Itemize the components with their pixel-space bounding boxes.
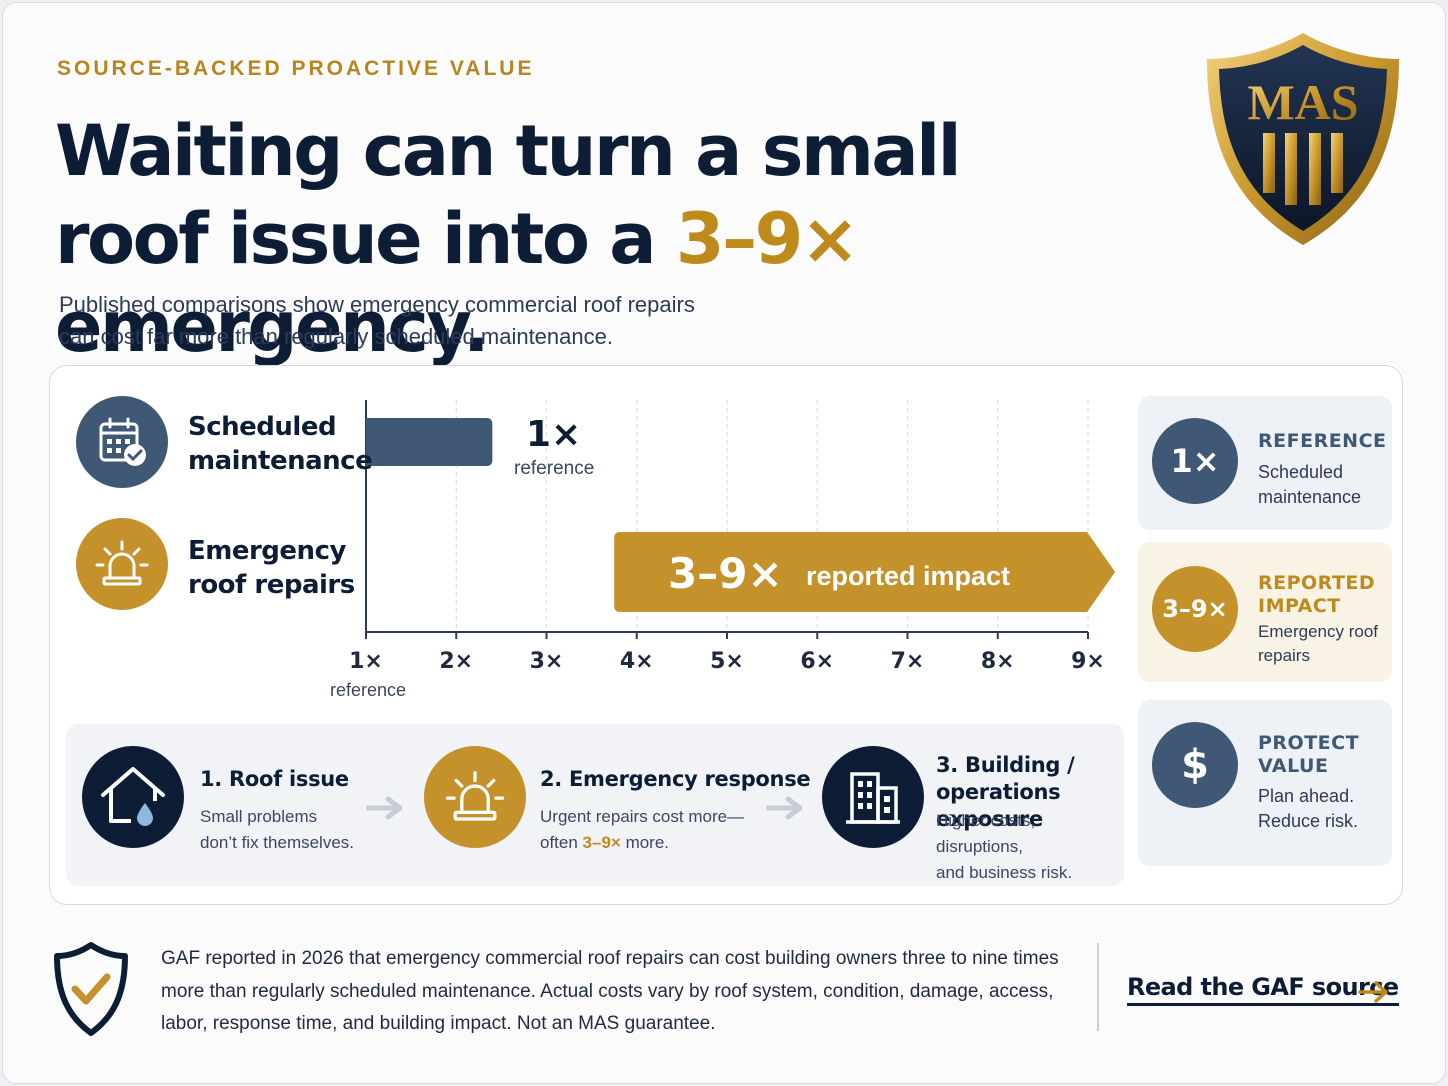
headline-line2-end: emergency. <box>55 286 490 368</box>
category-label-scheduled: Scheduled maintenance <box>188 412 373 476</box>
arrow-right-icon[interactable] <box>1357 977 1391 1007</box>
subhead-line2: can cost far more than regularly schedul… <box>59 324 613 349</box>
headline-line2-start: roof issue into a <box>55 198 676 280</box>
logo-text: MAS <box>1247 74 1358 130</box>
house-leak-icon <box>101 767 165 826</box>
read-gaf-source-link[interactable]: Read the GAF source <box>1127 973 1399 1006</box>
step-text-2: Urgent repairs cost more— often 3–9× more… <box>540 807 745 852</box>
bar-value-label: 1× <box>526 414 581 455</box>
x-tick-label: 9× <box>1071 649 1105 674</box>
footer-divider <box>1097 943 1099 1031</box>
arrow-right-icon <box>766 796 803 820</box>
bar-sub-label: reported impact <box>806 561 1010 591</box>
headline-line1: Waiting can turn a small <box>55 110 962 192</box>
side-card-impact: 3–9× REPORTED IMPACT Emergency roof repair… <box>1138 542 1392 682</box>
side-card-protect: $ PROTECT VALUE Plan ahead. Reduce risk. <box>1138 700 1392 866</box>
side-card-reference: 1× REFERENCE Scheduled maintenance <box>1138 396 1392 530</box>
building-icon <box>846 772 900 824</box>
side-title-protect: PROTECT VALUE <box>1258 732 1360 777</box>
category-label-emergency: Emergency roof repairs <box>188 536 355 600</box>
bar-scheduled <box>366 418 493 466</box>
x-tick-label: 8× <box>981 649 1015 674</box>
x-tick-label: 3× <box>530 649 564 674</box>
bar-emergency <box>614 532 1116 612</box>
step-icon-roof <box>82 746 184 848</box>
step-text-1: Small problems don’t fix themselves. <box>200 807 355 852</box>
arrow-right-icon <box>366 796 403 820</box>
side-text-protect: Plan ahead. Reduce risk. <box>1258 786 1359 831</box>
headline: Waiting can turn a small roof issue into… <box>55 107 1175 371</box>
footer-disclaimer: GAF reported in 2026 that emergency comm… <box>161 948 1059 1034</box>
chart-card: 1× reference 2× 3× 4× 5× 6× 7× 8× 9× 1× reference 3–… <box>49 365 1403 905</box>
x-tick-label: 7× <box>891 649 925 674</box>
x-tick-label: 5× <box>710 649 744 674</box>
subhead-line1: Published comparisons show emergency com… <box>59 292 695 317</box>
process-strip: 1. Roof issue Small problems don’t fix th… <box>66 724 1124 886</box>
step-title-2: 2. Emergency response <box>540 767 811 791</box>
bar-sub-label: reference <box>514 458 594 479</box>
step-title-3: 3. Building / operations exposure <box>936 753 1075 831</box>
bar-chart: 1× reference 2× 3× 4× 5× 6× 7× 8× 9× 1× reference 3–… <box>330 400 1116 700</box>
mas-logo: MAS <box>1207 33 1399 245</box>
siren-icon <box>95 540 149 586</box>
x-tick-label: 1× <box>349 649 383 674</box>
step-icon-response <box>424 746 526 848</box>
x-tick-label: 6× <box>800 649 834 674</box>
side-text-reference: Scheduled maintenance <box>1258 462 1362 507</box>
side-circle-protect: $ <box>1152 722 1238 808</box>
dollar-icon: $ <box>1181 742 1209 788</box>
shield-check-icon <box>54 942 128 1036</box>
x-tick-label: 2× <box>439 649 473 674</box>
bar-value-label: 3–9× <box>668 549 783 598</box>
step-text-3: Higher costs, disruptions, and business r… <box>936 811 1073 882</box>
x-tick-label: 4× <box>620 649 654 674</box>
headline-accent: 3–9× <box>675 198 860 280</box>
side-text-impact: Emergency roof repairs <box>1258 622 1378 665</box>
step-icon-building <box>822 746 924 848</box>
x-tick-sublabel: reference <box>330 680 406 700</box>
side-circle-impact: 3–9× <box>1152 566 1238 652</box>
calendar-check-icon <box>99 417 146 466</box>
step-title-1: 1. Roof issue <box>200 767 349 791</box>
siren-icon <box>445 771 505 821</box>
scheduled-maintenance-badge <box>76 396 168 488</box>
subhead: Published comparisons show emergency com… <box>59 289 819 353</box>
eyebrow-label: SOURCE-BACKED PROACTIVE VALUE <box>57 57 535 80</box>
side-title-reference: REFERENCE <box>1258 430 1387 452</box>
emergency-repairs-badge <box>76 518 168 610</box>
side-circle-reference: 1× <box>1152 418 1238 504</box>
side-title-impact: REPORTED IMPACT <box>1258 572 1376 617</box>
